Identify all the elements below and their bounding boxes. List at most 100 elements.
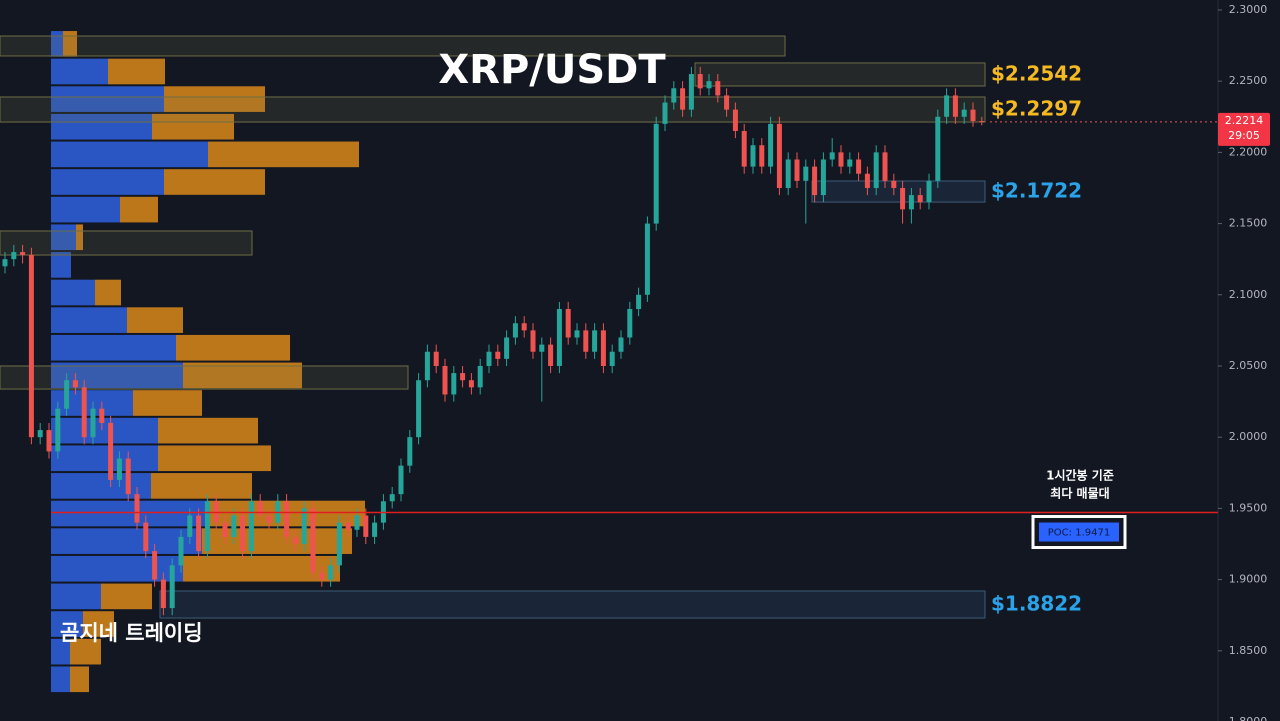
candle-body (776, 123, 782, 188)
candle-body (407, 437, 413, 466)
profile-buy (51, 58, 108, 85)
profile-sell (63, 31, 77, 57)
candle-body (2, 259, 8, 267)
candle-body (697, 74, 703, 89)
candle-body (609, 351, 615, 366)
profile-sell (133, 390, 202, 416)
candle-body (671, 88, 677, 103)
profile-buy (51, 417, 158, 444)
zone-label: $1.8822 (991, 591, 1082, 615)
candle-body (108, 422, 114, 480)
candle-body (970, 109, 976, 122)
profile-buy (51, 252, 71, 278)
candle-body (81, 387, 87, 438)
candle-body (486, 351, 492, 366)
candle-body (187, 515, 193, 537)
candle-body (134, 494, 140, 523)
candle-body (416, 380, 422, 438)
candle-body (548, 344, 554, 366)
candle-body (724, 95, 730, 110)
y-tick-label: 2.2000 (1229, 145, 1268, 158)
candle-body (574, 330, 580, 338)
candle-body (231, 515, 237, 537)
candle-body (768, 123, 774, 167)
candle-body (803, 166, 809, 181)
candle-body (372, 522, 378, 537)
zone (159, 590, 986, 619)
candle-body (592, 330, 598, 352)
profile-sell (164, 169, 265, 195)
candle-body (495, 351, 501, 359)
candle-body (64, 380, 70, 409)
candle-body (838, 152, 844, 167)
candle-body (90, 408, 96, 438)
candle-body (917, 195, 923, 203)
candle-body (926, 180, 932, 203)
candle-body (266, 515, 272, 523)
candle-body (222, 522, 228, 537)
candle-body (662, 102, 668, 124)
candle-body (908, 195, 914, 210)
candle-body (979, 121, 985, 123)
candle-body (935, 116, 941, 181)
candle-body (424, 351, 430, 381)
profile-buy (51, 500, 208, 527)
candle-body (204, 501, 210, 552)
y-tick-label: 2.2500 (1229, 74, 1268, 87)
candle-body (143, 522, 149, 552)
candle-body (345, 522, 351, 530)
profile-buy (51, 583, 101, 610)
candle-body (944, 95, 950, 117)
candle-body (644, 223, 650, 295)
candle-body (389, 494, 395, 502)
profile-buy (51, 279, 95, 306)
profile-buy (51, 141, 208, 168)
candle-body (20, 252, 26, 255)
candle-body (583, 330, 589, 352)
y-tick-label: 2.0500 (1229, 359, 1268, 372)
candle-body (354, 515, 360, 530)
candle-body (530, 330, 536, 352)
profile-sell (158, 417, 258, 444)
zone-label: $2.2542 (991, 62, 1082, 86)
candle-body (952, 95, 958, 117)
candle-body (257, 501, 263, 516)
profile-buy (51, 334, 176, 361)
candle-body (636, 294, 642, 310)
profile-sell (164, 86, 265, 112)
profile-sell (183, 362, 302, 389)
profile-sell (176, 334, 290, 361)
candle-body (125, 458, 131, 495)
candle-body (556, 309, 562, 366)
candle-body (680, 88, 686, 110)
y-tick-label: 1.9500 (1229, 501, 1268, 514)
candle-body (653, 123, 659, 224)
candle-body (794, 159, 800, 181)
candle-body (28, 254, 34, 438)
candle-body (732, 109, 738, 132)
candle-body (46, 430, 52, 452)
profile-sell (108, 58, 165, 85)
candle-body (11, 252, 17, 260)
candle-body (618, 337, 624, 352)
candle-body (152, 551, 158, 580)
profile-buy (51, 611, 83, 637)
zone (0, 35, 786, 57)
profile-sell (70, 666, 89, 693)
candle-body (292, 536, 298, 544)
candle-body (829, 152, 835, 160)
profile-sell (95, 279, 121, 306)
price-box (1218, 112, 1270, 146)
candle-body (248, 501, 254, 552)
profile-sell (127, 307, 183, 333)
candle-body (812, 166, 818, 196)
profile-buy (51, 196, 120, 223)
candle-body (961, 109, 967, 117)
y-tick-label: 2.1000 (1229, 288, 1268, 301)
candle-body (284, 501, 290, 537)
profile-buy (51, 86, 164, 112)
poc-box-border (1031, 515, 1127, 550)
candle-body (785, 159, 791, 188)
candle-body (240, 515, 246, 552)
